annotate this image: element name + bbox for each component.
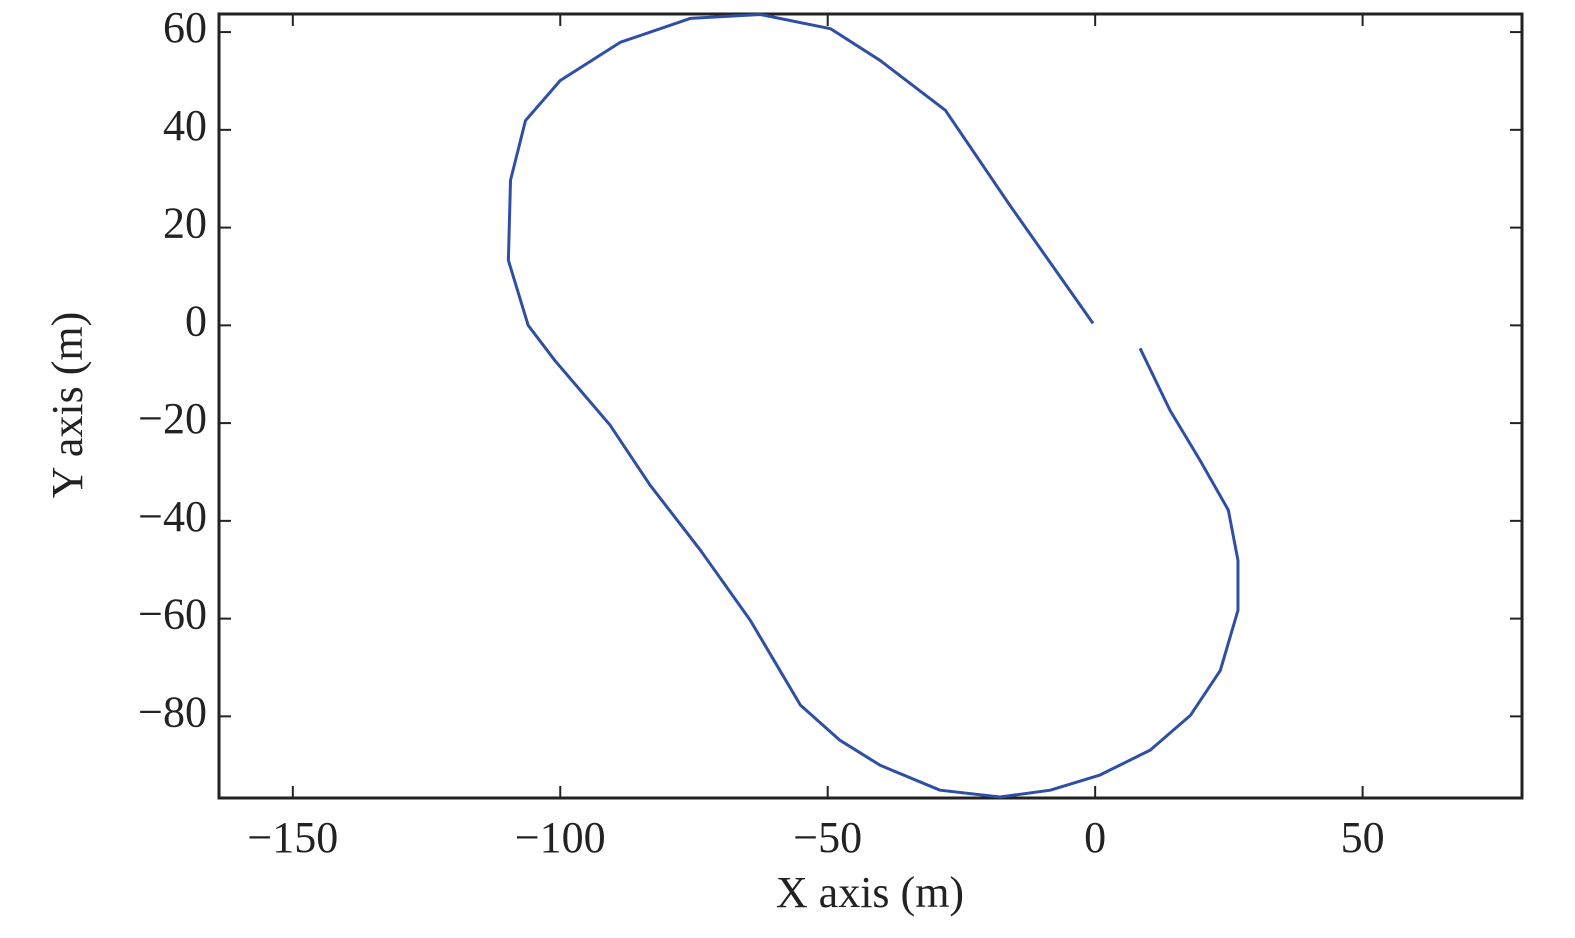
x-tick-label: 50 [1341, 813, 1385, 862]
y-tick-label: −80 [138, 687, 207, 736]
y-tick-label: −60 [138, 590, 207, 639]
x-tick-label: −100 [515, 813, 606, 862]
y-axis-label: Y axis (m) [43, 312, 92, 499]
y-tick-label: −20 [138, 394, 207, 443]
y-tick-label: 40 [163, 101, 207, 150]
y-tick-label: −40 [138, 492, 207, 541]
x-tick-label: −150 [247, 813, 338, 862]
x-axis-label: X axis (m) [776, 868, 964, 917]
y-tick-label: 60 [163, 3, 207, 52]
plot-frame [217, 12, 1524, 800]
x-tick-label: 0 [1084, 813, 1106, 862]
y-tick-label: 0 [185, 296, 207, 345]
trajectory-line [506, 12, 1240, 799]
x-tick-label: −50 [793, 813, 862, 862]
y-tick-label: 20 [163, 199, 207, 248]
